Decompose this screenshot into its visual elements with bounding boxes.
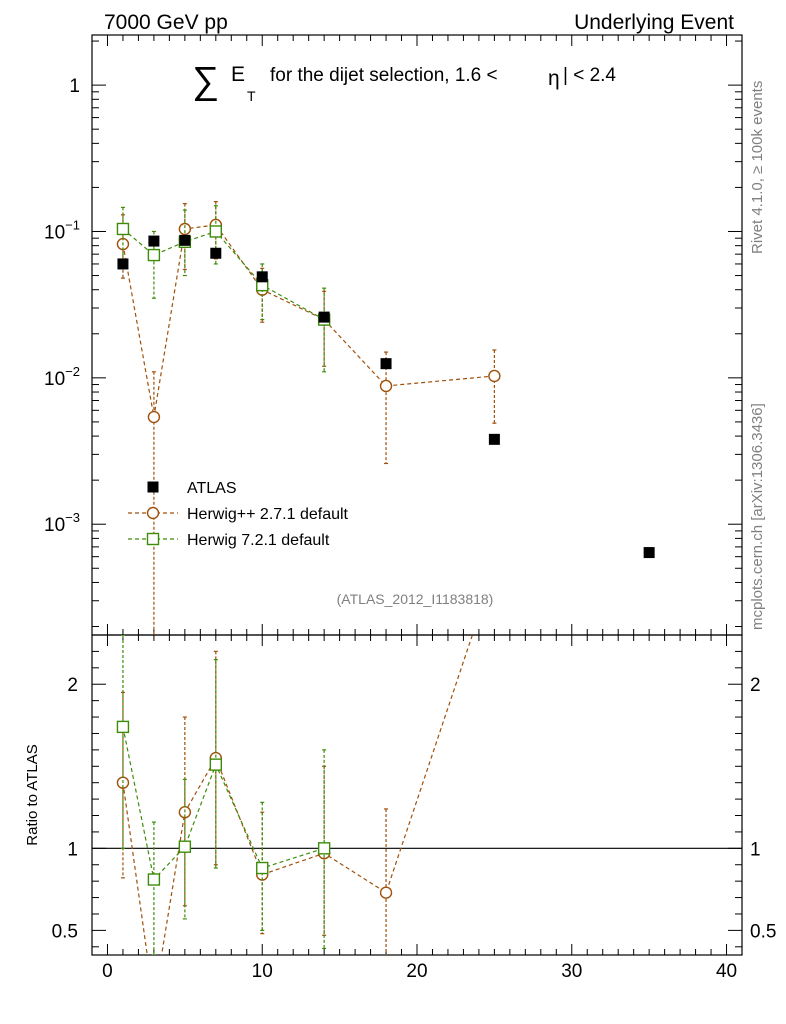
legend: ATLAS Herwig++ 2.7.1 default Herwig 7.2.1 … xyxy=(128,480,349,549)
series-atlas xyxy=(117,234,655,559)
ratio-herwig7-marker xyxy=(317,842,331,855)
point-herwig7-marker xyxy=(209,225,223,238)
main-y-tick-label: 10−1 xyxy=(44,217,80,243)
ratio-herwig7-marker xyxy=(209,758,223,771)
ratio-axis-ticks xyxy=(91,634,743,955)
point-atlas-marker xyxy=(318,311,330,323)
title-rest: for the dijet selection, 1.6 < xyxy=(270,65,498,86)
title-t-subscript: T xyxy=(247,88,256,104)
analysis-id: (ATLAS_2012_I1183818) xyxy=(337,591,494,607)
point-herwig7-marker xyxy=(116,222,130,236)
legend-entry-herwig7: Herwig 7.2.1 default xyxy=(128,532,330,549)
series-herwig7 xyxy=(116,205,331,373)
main-y-tick-labels: 1 10−1 10−2 10−3 xyxy=(44,76,80,536)
x-tick-label: 40 xyxy=(716,961,737,982)
title-eta: η xyxy=(548,67,560,90)
ratio-herwigpp-marker xyxy=(379,886,393,899)
point-atlas-marker xyxy=(117,258,129,270)
point-herwig7-marker xyxy=(147,248,161,262)
ratio-plot-frame xyxy=(91,634,743,956)
ratio-tick-labels: 2 2 1 1 0.5 0.5 0 10 20 30 40 xyxy=(52,675,777,982)
main-y-tick-label: 1 xyxy=(69,76,80,97)
ratio-ylabel: Ratio to ATLAS xyxy=(24,744,41,845)
point-atlas-marker xyxy=(380,358,392,370)
ratio-herwig7-marker xyxy=(116,720,130,734)
mcplots-label: mcplots.cern.ch [arXiv:1306.3436] xyxy=(749,403,766,630)
legend-herwigpp-marker xyxy=(146,506,160,520)
point-herwigpp-marker xyxy=(178,222,192,236)
legend-label-herwigpp: Herwig++ 2.7.1 default xyxy=(187,506,349,523)
ratio-herwig7-marker xyxy=(178,840,192,853)
ratio-line-herwig7 xyxy=(122,726,325,881)
title-sum-symbol: ∑ xyxy=(192,60,219,102)
x-tick-label: 0 xyxy=(102,961,113,982)
ratio-y-tick-label-left: 0.5 xyxy=(52,921,78,942)
point-atlas-marker xyxy=(179,234,191,246)
ratio-y-tick-label-right: 1 xyxy=(750,839,761,860)
main-y-tick-label: 10−2 xyxy=(44,364,80,390)
title-e-letter: E xyxy=(231,63,245,86)
rivet-label: Rivet 4.1.0, ≥ 100k events xyxy=(749,81,766,254)
ratio-series-group xyxy=(116,564,500,1008)
point-atlas-marker xyxy=(256,271,268,283)
point-atlas-marker xyxy=(488,433,500,445)
point-atlas-marker xyxy=(148,235,160,247)
legend-label-atlas: ATLAS xyxy=(187,480,237,497)
point-atlas-marker xyxy=(643,547,655,559)
header-left: 7000 GeV pp xyxy=(104,11,228,34)
ratio-y-tick-label-right: 2 xyxy=(750,675,761,696)
ratio-herwigpp-marker xyxy=(489,564,500,575)
legend-herwig7-marker xyxy=(146,532,160,546)
ratio-herwigpp-marker xyxy=(148,997,159,1008)
point-herwigpp-marker xyxy=(147,410,161,424)
ratio-y-tick-label-right: 0.5 xyxy=(750,921,776,942)
point-herwigpp-marker xyxy=(379,379,393,393)
legend-atlas-marker xyxy=(147,481,159,493)
ratio-herwig7-marker xyxy=(256,861,269,875)
point-herwigpp-marker xyxy=(488,369,501,383)
legend-entry-atlas: ATLAS xyxy=(147,480,237,497)
legend-entry-herwigpp: Herwig++ 2.7.1 default xyxy=(128,506,349,523)
main-y-tick-label: 10−3 xyxy=(44,510,80,536)
ratio-y-tick-label-left: 2 xyxy=(67,675,78,696)
ratio-y-tick-label-left: 1 xyxy=(67,839,78,860)
series-line-herwig7 xyxy=(122,228,325,321)
point-atlas-marker xyxy=(210,247,222,259)
main-axis-ticks xyxy=(91,35,743,635)
series-line-herwigpp xyxy=(122,224,495,418)
header-right: Underlying Event xyxy=(574,11,734,34)
x-tick-label: 20 xyxy=(406,961,427,982)
title-tail: | < 2.4 xyxy=(563,65,616,86)
x-tick-label: 30 xyxy=(561,961,582,982)
x-tick-label: 10 xyxy=(252,961,273,982)
plot-title: ∑ E T for the dijet selection, 1.6 < η |… xyxy=(192,60,616,104)
ratio-series-herwig7 xyxy=(116,635,331,955)
main-series-group xyxy=(116,201,655,635)
ratio-herwig7-marker xyxy=(147,873,161,886)
legend-label-herwig7: Herwig 7.2.1 default xyxy=(187,532,330,549)
